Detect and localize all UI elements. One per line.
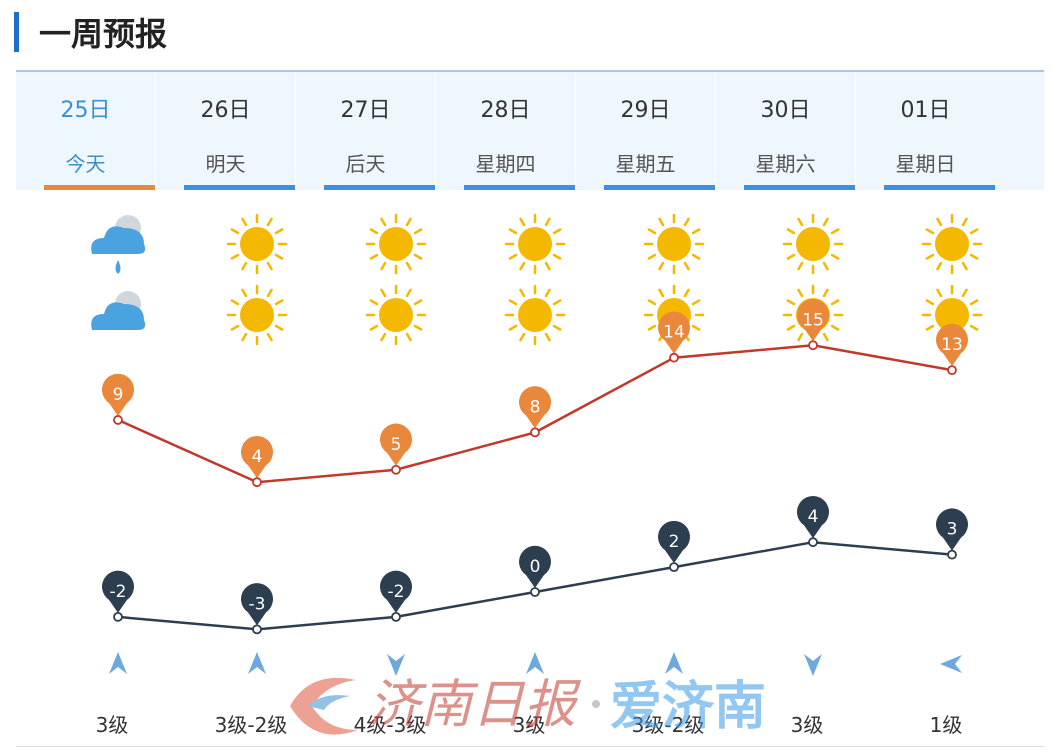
sun-icon bbox=[504, 284, 566, 346]
high-temp-point: 8 bbox=[519, 386, 551, 438]
day-tabs: 25日 今天 26日 明天 27日 后天 28日 星期四 29日 星期五 30日… bbox=[16, 72, 1044, 190]
sun-icon bbox=[226, 284, 288, 346]
day-tab-4[interactable]: 29日 星期五 bbox=[575, 72, 715, 190]
day-indicator-bar bbox=[604, 185, 715, 190]
high-temp-label: 8 bbox=[530, 397, 541, 417]
wind-level-label: 3级 bbox=[513, 713, 546, 737]
day-date: 26日 bbox=[200, 98, 251, 123]
arrow-left-icon bbox=[940, 655, 962, 673]
cloud-rain-icon bbox=[91, 215, 146, 274]
low-temp-label: 4 bbox=[808, 507, 819, 527]
weekly-forecast-panel: 25日 今天 26日 明天 27日 后天 28日 星期四 29日 星期五 30日… bbox=[16, 70, 1044, 747]
day-label: 明天 bbox=[205, 152, 246, 176]
section-header: 一周预报 bbox=[14, 10, 167, 54]
arrow-up-icon bbox=[526, 652, 544, 674]
day-indicator-bar bbox=[184, 185, 295, 190]
day-tab-6[interactable]: 01日 星期日 bbox=[855, 72, 995, 190]
low-temp-point: -2 bbox=[102, 570, 134, 622]
high-temp-label: 14 bbox=[663, 323, 685, 343]
day-date: 01日 bbox=[900, 98, 951, 123]
high-temp-label: 4 bbox=[252, 447, 263, 467]
low-temp-label: 3 bbox=[947, 520, 958, 540]
high-temp-label: 13 bbox=[941, 335, 963, 355]
arrow-down-icon bbox=[387, 654, 405, 676]
wind-level-label: 3级-2级 bbox=[215, 713, 288, 737]
high-temp-point: 13 bbox=[935, 323, 968, 376]
low-temp-label: 0 bbox=[530, 557, 541, 577]
high-temp-label: 9 bbox=[113, 385, 124, 405]
high-temp-label: 15 bbox=[802, 310, 824, 330]
day-label: 星期五 bbox=[615, 152, 676, 176]
low-temp-point: -2 bbox=[380, 570, 412, 622]
high-temp-point: 14 bbox=[658, 311, 690, 363]
day-date: 27日 bbox=[340, 98, 391, 123]
high-temp-point: 9 bbox=[102, 373, 134, 425]
high-temp-point: 4 bbox=[241, 435, 273, 488]
wind-level-label: 4级-3级 bbox=[354, 713, 427, 737]
title-accent-bar bbox=[14, 12, 19, 52]
high-temp-label: 5 bbox=[391, 435, 402, 455]
day-indicator-bar bbox=[464, 185, 575, 190]
day-date: 28日 bbox=[480, 98, 531, 123]
sun-icon bbox=[365, 284, 427, 346]
low-temp-label: -3 bbox=[249, 594, 266, 614]
arrow-down-icon bbox=[804, 654, 822, 676]
day-indicator-bar bbox=[884, 185, 995, 190]
day-label: 星期日 bbox=[895, 152, 956, 176]
day-tab-3[interactable]: 28日 星期四 bbox=[435, 72, 575, 190]
day-tab-5[interactable]: 30日 星期六 bbox=[715, 72, 855, 190]
sun-icon bbox=[365, 213, 427, 275]
cloud-icon bbox=[91, 291, 146, 330]
day-label: 后天 bbox=[345, 152, 386, 176]
wind-level-label: 3级 bbox=[791, 713, 824, 737]
arrow-up-icon bbox=[248, 652, 266, 674]
arrow-up-icon bbox=[665, 652, 683, 674]
sun-icon bbox=[782, 213, 844, 275]
day-label: 星期六 bbox=[755, 152, 816, 176]
low-temp-label: 2 bbox=[669, 532, 680, 552]
day-indicator-bar bbox=[744, 185, 855, 190]
arrow-up-icon bbox=[109, 652, 127, 674]
watermark-left-text: 济南日报 bbox=[368, 675, 582, 735]
forecast-chart: 9 4 5 8 14 15 13 -2 -3 -2 0 2 4 3 3级 3级-2级 4级-3级 3级 3级-2级 3… bbox=[91, 213, 983, 737]
day-tab-0[interactable]: 25日 今天 bbox=[16, 72, 155, 190]
day-date: 25日 bbox=[60, 98, 111, 123]
watermark: 济南日报 爱济南 bbox=[290, 675, 766, 737]
watermark-logo-icon bbox=[290, 677, 358, 735]
low-temp-point: 0 bbox=[519, 545, 551, 597]
low-temp-point: 2 bbox=[658, 520, 690, 573]
day-tab-2[interactable]: 27日 后天 bbox=[295, 72, 435, 190]
sun-icon bbox=[921, 213, 983, 275]
wind-level-label: 3级 bbox=[96, 713, 129, 737]
high-temp-point: 15 bbox=[796, 299, 829, 351]
day-indicator-bar bbox=[44, 185, 155, 190]
wind-level-label: 3级-2级 bbox=[632, 713, 705, 737]
day-indicator-bar bbox=[324, 185, 435, 190]
sun-icon bbox=[643, 213, 705, 275]
low-temp-point: -3 bbox=[241, 583, 273, 635]
low-temp-point: 3 bbox=[935, 508, 968, 560]
watermark-right-text: 爱济南 bbox=[610, 677, 766, 737]
low-temp-label: -2 bbox=[388, 582, 405, 602]
sun-icon bbox=[226, 213, 288, 275]
day-label: 星期四 bbox=[475, 152, 536, 176]
day-date: 30日 bbox=[760, 98, 811, 123]
day-tab-1[interactable]: 26日 明天 bbox=[155, 72, 295, 190]
divider bbox=[16, 746, 1044, 747]
high-temp-point: 5 bbox=[380, 423, 412, 475]
page-title: 一周预报 bbox=[39, 15, 168, 53]
day-date: 29日 bbox=[620, 98, 671, 123]
wind-level-label: 1级 bbox=[930, 713, 963, 737]
sun-icon bbox=[504, 213, 566, 275]
low-temp-label: -2 bbox=[110, 582, 127, 602]
low-temp-point: 4 bbox=[796, 495, 829, 548]
day-label: 今天 bbox=[65, 152, 106, 176]
